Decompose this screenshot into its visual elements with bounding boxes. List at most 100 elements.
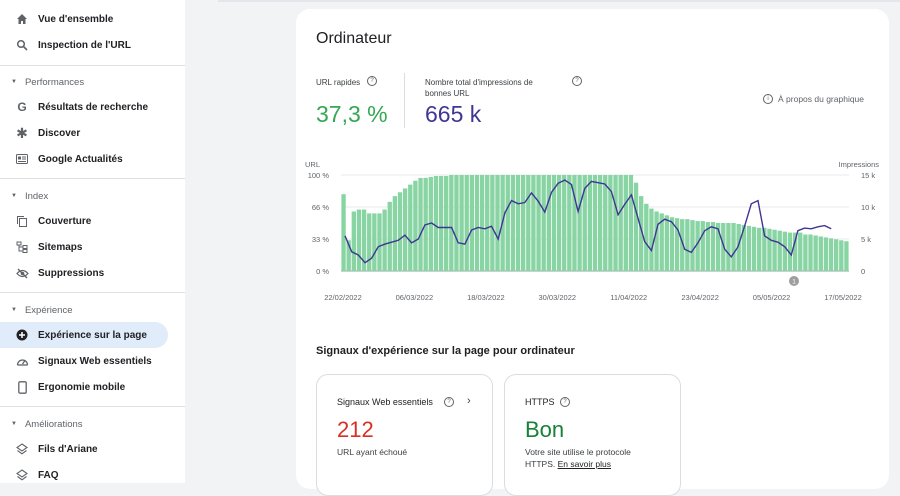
sidebar-item-label: Signaux Web essentiels xyxy=(38,355,152,367)
y-right-tick-label: 0 xyxy=(861,267,865,276)
sitemap-icon xyxy=(15,240,29,254)
x-tick-label: 06/03/2022 xyxy=(396,293,434,302)
sidebar-item-faq[interactable]: FAQ xyxy=(0,462,168,488)
sidebar-item-mobile-usability[interactable]: Ergonomie mobile xyxy=(0,374,168,400)
bar xyxy=(444,175,449,271)
card-label: HTTPS xyxy=(525,397,555,407)
impressions-line xyxy=(344,179,832,264)
section-index[interactable]: ▼ Index xyxy=(0,187,185,205)
sidebar-item-discover[interactable]: ✱ Discover xyxy=(0,120,168,146)
bar xyxy=(844,241,849,271)
sidebar-item-core-web-vitals[interactable]: Signaux Web essentiels xyxy=(0,348,168,374)
bar xyxy=(433,175,439,271)
bar xyxy=(664,215,670,271)
core-web-vitals-card[interactable]: Signaux Web essentiels ? › 212 URL ayant… xyxy=(316,374,493,496)
help-icon[interactable]: ? xyxy=(572,76,582,86)
bar xyxy=(792,232,798,271)
bar xyxy=(464,175,469,271)
bar xyxy=(495,175,500,271)
layers-icon xyxy=(15,468,29,482)
bar xyxy=(710,222,716,271)
https-card[interactable]: HTTPS ? Bon Votre site utilise le protoc… xyxy=(504,374,681,496)
card-value: 212 xyxy=(337,417,374,442)
speed-icon xyxy=(15,354,29,368)
bar xyxy=(674,218,680,271)
bar xyxy=(834,239,839,271)
sidebar-item-search-results[interactable]: G Résultats de recherche xyxy=(0,94,168,120)
sidebar-item-page-experience[interactable]: Expérience sur la page xyxy=(0,322,168,348)
news-icon xyxy=(15,152,29,166)
y-right-tick-label: 10 k xyxy=(861,203,875,212)
bar xyxy=(762,227,767,271)
sidebar-divider xyxy=(0,406,185,407)
x-tick-label: 05/05/2022 xyxy=(753,293,791,302)
bar xyxy=(823,237,829,271)
sidebar-item-label: Sitemaps xyxy=(38,241,83,253)
help-icon[interactable]: ? xyxy=(444,397,454,407)
sidebar-item-sitemaps[interactable]: Sitemaps xyxy=(0,234,168,260)
bar xyxy=(402,188,408,271)
sidebar-item-label: Fils d'Ariane xyxy=(38,443,98,455)
bar xyxy=(387,201,392,271)
home-icon xyxy=(15,12,29,26)
bar xyxy=(485,175,490,271)
bar xyxy=(639,196,644,271)
bar xyxy=(587,175,593,271)
bar xyxy=(746,225,752,271)
sidebar-divider xyxy=(0,292,185,293)
sidebar-item-url-inspection[interactable]: Inspection de l'URL xyxy=(0,32,168,58)
sidebar-divider xyxy=(0,178,185,179)
help-icon[interactable]: ? xyxy=(367,76,377,86)
section-experience[interactable]: ▼ Expérience xyxy=(0,301,185,319)
bar xyxy=(839,240,844,271)
bar xyxy=(715,223,721,271)
bar xyxy=(700,221,705,271)
bar xyxy=(567,175,572,271)
bar xyxy=(777,230,782,271)
sidebar-item-coverage[interactable]: Couverture xyxy=(0,208,168,234)
info-icon: i xyxy=(763,94,773,104)
metric-separator xyxy=(404,73,405,128)
about-chart-link[interactable]: i À propos du graphique xyxy=(763,94,864,104)
bar xyxy=(408,184,413,271)
bar xyxy=(787,232,793,271)
bar xyxy=(474,175,480,271)
annotation-marker[interactable]: 1 xyxy=(789,276,799,286)
bar xyxy=(526,175,531,271)
y-left-tick-label: 33 % xyxy=(312,235,329,244)
report-card: Ordinateur URL rapides ? 37,3 % Nombre t… xyxy=(296,9,889,496)
bar xyxy=(490,175,495,271)
bar xyxy=(695,221,700,271)
learn-more-link[interactable]: En savoir plus xyxy=(557,459,611,469)
sidebar-item-label: Inspection de l'URL xyxy=(38,39,131,51)
card-description: Votre site utilise le protocole HTTPS. E… xyxy=(525,446,631,470)
sidebar-item-breadcrumbs[interactable]: Fils d'Ariane xyxy=(0,436,168,462)
bar xyxy=(828,238,834,271)
sidebar-item-label: Discover xyxy=(38,127,81,139)
bar xyxy=(669,217,675,271)
metric-value-impressions: 665 k xyxy=(425,101,482,127)
sidebar-item-label: Google Actualités xyxy=(38,153,123,165)
bar xyxy=(767,228,772,271)
left-axis-title: URL xyxy=(305,160,320,169)
visibility-off-icon xyxy=(15,266,29,280)
bar xyxy=(418,177,423,271)
sidebar-item-removals[interactable]: Suppressions xyxy=(0,260,168,286)
card-value: Bon xyxy=(525,417,565,442)
bar xyxy=(623,175,628,271)
right-axis-title: Impressions xyxy=(839,160,880,169)
y-left-tick-label: 66 % xyxy=(312,203,329,212)
sidebar-item-label: FAQ xyxy=(38,469,59,481)
section-performances[interactable]: ▼ Performances xyxy=(0,73,185,91)
bar xyxy=(551,175,557,271)
bar xyxy=(572,175,577,271)
chevron-right-icon[interactable]: › xyxy=(467,395,471,407)
bar xyxy=(803,234,808,271)
sidebar-item-google-news[interactable]: Google Actualités xyxy=(0,146,168,172)
caret-down-icon: ▼ xyxy=(11,307,17,313)
bar xyxy=(633,182,639,271)
help-icon[interactable]: ? xyxy=(560,397,570,407)
sidebar-item-overview[interactable]: Vue d'ensemble xyxy=(0,6,168,32)
search-icon xyxy=(15,38,29,52)
section-improvements[interactable]: ▼ Améliorations xyxy=(0,415,185,433)
